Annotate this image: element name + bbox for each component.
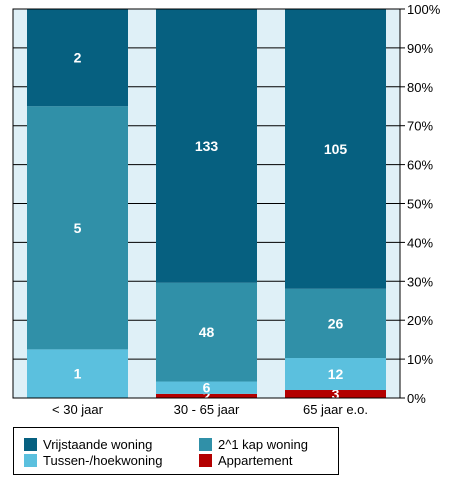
legend-item-appartement: Appartement — [199, 452, 339, 468]
y-tick-label: 50% — [407, 197, 433, 212]
y-tick-label: 70% — [407, 119, 433, 134]
legend-label-appartement: Appartement — [218, 452, 293, 468]
bar-segment — [156, 282, 257, 382]
legend-label-vrijstaande: Vrijstaande woning — [43, 436, 153, 452]
data-label: 133 — [195, 138, 219, 154]
bar-segment — [285, 288, 386, 359]
bar-segment — [285, 9, 386, 289]
legend-swatch-appartement — [199, 453, 212, 467]
y-tick-label: 80% — [407, 80, 433, 95]
x-tick-label: < 30 jaar — [52, 402, 104, 417]
x-tick-label: 30 - 65 jaar — [174, 402, 240, 417]
y-tick-label: 60% — [407, 158, 433, 173]
x-tick-label: 65 jaar e.o. — [303, 402, 368, 417]
legend-item-2-1-kap: 2^1 kap woning — [199, 436, 339, 452]
data-label: 26 — [328, 315, 344, 331]
data-label: 12 — [328, 366, 344, 382]
bar-segment — [156, 381, 257, 394]
y-tick-label: 0% — [407, 391, 426, 406]
y-tick-label: 20% — [407, 313, 433, 328]
legend-label-tussen-hoek: Tussen-/hoekwoning — [43, 452, 163, 468]
data-label: 48 — [199, 324, 215, 340]
legend-item-tussen-hoek: Tussen-/hoekwoning — [24, 452, 199, 468]
bar-segment — [285, 358, 386, 391]
data-label: 6 — [203, 380, 211, 396]
data-label: 105 — [324, 141, 348, 157]
data-label: 3 — [332, 386, 340, 402]
bar-segment — [27, 9, 128, 107]
legend-swatch-tussen-hoek — [24, 453, 37, 467]
chart-legend: Vrijstaande woning 2^1 kap woning Tussen… — [13, 427, 339, 475]
data-label: 1 — [74, 366, 82, 382]
legend-swatch-2-1-kap — [199, 437, 212, 451]
legend-swatch-vrijstaande — [24, 437, 37, 451]
y-tick-label: 30% — [407, 274, 433, 289]
data-label: 2 — [74, 50, 82, 66]
y-tick-label: 40% — [407, 235, 433, 250]
data-label: 5 — [74, 220, 82, 236]
legend-item-vrijstaande: Vrijstaande woning — [24, 436, 199, 452]
legend-label-2-1-kap: 2^1 kap woning — [218, 436, 308, 452]
bar-segment — [27, 349, 128, 398]
y-tick-label: 100% — [407, 2, 441, 17]
bar-segment — [156, 393, 257, 398]
bar-segment — [285, 390, 386, 398]
bar-segment — [27, 106, 128, 350]
bar-segment — [156, 9, 257, 283]
data-label: 2 — [203, 388, 211, 404]
y-tick-label: 10% — [407, 352, 433, 367]
y-tick-label: 90% — [407, 41, 433, 56]
